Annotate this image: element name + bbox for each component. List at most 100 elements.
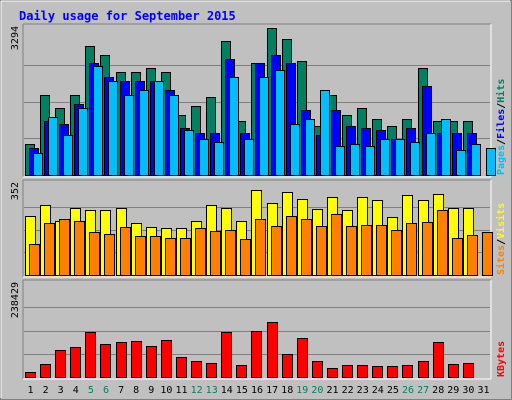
bar-sites-day-22 <box>346 226 357 276</box>
bar-sites-day-9 <box>150 236 161 276</box>
x-tick-label: 17 <box>266 385 278 396</box>
bar-sites-day-30 <box>467 235 478 276</box>
bar-kbytes-day-26 <box>402 365 413 378</box>
x-tick-label: 13 <box>206 385 218 396</box>
x-tick-label: 7 <box>118 385 124 396</box>
bar-pages-day-11 <box>184 130 194 176</box>
bar-sites-day-3 <box>59 219 70 276</box>
x-tick-label: 26 <box>402 385 414 396</box>
bar-sites-day-27 <box>422 222 433 276</box>
chart-panels: 3294 Pages/Files/Hits 352 Sites/Visits 23842… <box>10 23 507 380</box>
bar-pages-day-2 <box>48 117 58 176</box>
legend-entry: KBytes <box>496 341 507 377</box>
bar-sites-day-18 <box>286 216 297 276</box>
x-tick-label: 1 <box>27 385 33 396</box>
bar-sites-day-17 <box>271 226 282 276</box>
bar-pages-day-15 <box>244 139 254 176</box>
legend-separator: / <box>496 139 507 145</box>
x-tick-label: 20 <box>311 385 323 396</box>
legend-entry: Files <box>495 109 507 139</box>
x-tick-label: 31 <box>477 385 489 396</box>
bar-pages-day-31 <box>486 148 496 176</box>
bar-sites-day-4 <box>74 221 85 276</box>
panel-legend: Pages/Files/Hits <box>495 79 507 175</box>
bar-kbytes-day-8 <box>131 341 142 378</box>
panel-hits: 3294 Pages/Files/Hits <box>10 23 507 178</box>
bar-sites-day-25 <box>391 230 402 276</box>
bar-pages-day-20 <box>320 90 330 176</box>
bar-pages-day-18 <box>290 124 300 176</box>
bar-kbytes-day-1 <box>25 372 36 378</box>
bar-kbytes-day-18 <box>282 354 293 378</box>
series-sites <box>29 210 493 276</box>
x-tick-label: 27 <box>417 385 429 396</box>
panel-max-label: 352 <box>10 182 21 200</box>
series-kbytes <box>25 322 474 378</box>
bar-pages-day-7 <box>124 95 134 176</box>
bar-sites-day-14 <box>225 230 236 276</box>
bar-kbytes-day-3 <box>55 350 66 378</box>
bar-pages-day-22 <box>350 144 360 176</box>
bar-sites-day-21 <box>331 214 342 276</box>
bar-sites-day-28 <box>437 210 448 276</box>
bar-kbytes-day-27 <box>418 361 429 378</box>
panel-max-label: 238429 <box>10 282 21 318</box>
bar-pages-day-10 <box>169 95 179 176</box>
bar-sites-day-31 <box>482 232 493 276</box>
bar-kbytes-day-15 <box>236 365 247 378</box>
bar-sites-day-20 <box>316 226 327 276</box>
bar-sites-day-15 <box>240 239 251 276</box>
x-tick-label: 2 <box>43 385 49 396</box>
x-tick-label: 16 <box>251 385 263 396</box>
bar-kbytes-day-24 <box>372 366 383 378</box>
bar-pages-day-23 <box>365 146 375 176</box>
x-tick-label: 25 <box>387 385 399 396</box>
bar-sites-day-26 <box>406 223 417 276</box>
bar-sites-day-5 <box>89 232 100 276</box>
bar-pages-day-26 <box>410 142 420 176</box>
panel-legend: Sites/Visits <box>495 203 507 275</box>
bar-sites-day-11 <box>180 238 191 276</box>
panel-max-label: 3294 <box>10 26 21 50</box>
bar-kbytes-day-19 <box>297 338 308 378</box>
x-tick-label: 19 <box>296 385 308 396</box>
bar-kbytes-day-2 <box>40 364 51 378</box>
x-tick-label: 30 <box>462 385 474 396</box>
bar-pages-day-27 <box>426 133 436 176</box>
bar-pages-day-4 <box>78 108 88 176</box>
bar-kbytes-day-23 <box>357 365 368 378</box>
x-tick-label: 4 <box>73 385 79 396</box>
legend-entry: Pages <box>496 145 507 175</box>
bar-kbytes-day-22 <box>342 365 353 378</box>
bar-pages-day-17 <box>275 70 285 176</box>
x-tick-label: 9 <box>148 385 154 396</box>
panel-legend: KBytes <box>496 341 507 377</box>
bar-kbytes-day-29 <box>448 364 459 378</box>
bar-pages-day-5 <box>93 66 103 176</box>
bar-pages-day-3 <box>63 135 73 176</box>
bar-pages-day-30 <box>471 144 481 176</box>
panel-visits: 352 Sites/Visits <box>10 179 507 278</box>
series-pages <box>33 66 496 176</box>
bar-kbytes-day-12 <box>191 361 202 378</box>
x-tick-label: 22 <box>342 385 354 396</box>
bar-kbytes-day-7 <box>116 342 127 378</box>
bar-kbytes-day-21 <box>327 368 338 378</box>
x-tick-label: 24 <box>372 385 384 396</box>
bar-pages-day-6 <box>108 81 118 176</box>
bar-sites-day-6 <box>104 234 115 276</box>
bar-sites-day-1 <box>29 244 40 276</box>
bar-pages-day-12 <box>199 139 209 176</box>
bar-pages-day-14 <box>229 77 239 176</box>
legend-entry: Sites <box>495 245 507 275</box>
bar-sites-day-2 <box>44 223 55 276</box>
bar-kbytes-day-11 <box>176 357 187 378</box>
x-tick-label: 28 <box>432 385 444 396</box>
bar-sites-day-8 <box>135 236 146 276</box>
bar-kbytes-day-20 <box>312 361 323 378</box>
x-tick-label: 11 <box>175 385 187 396</box>
bar-kbytes-day-4 <box>70 347 81 378</box>
chart-title: Daily usage for September 2015 <box>19 9 236 23</box>
bar-kbytes-day-13 <box>206 363 217 378</box>
